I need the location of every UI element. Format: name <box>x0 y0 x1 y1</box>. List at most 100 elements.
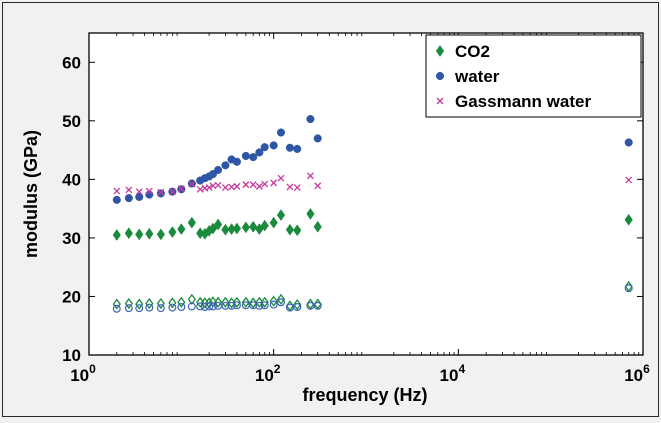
point-gassmann-water <box>205 184 213 192</box>
point-co2 <box>293 224 302 237</box>
point-water <box>241 151 250 160</box>
legend-label: water <box>454 67 500 86</box>
point-series-4 <box>187 293 196 305</box>
point-series-4 <box>145 297 154 310</box>
legend-marker-water <box>435 71 445 81</box>
point-series-5 <box>187 302 196 311</box>
point-series-5 <box>205 302 214 311</box>
point-series-5 <box>168 303 177 312</box>
legend: CO2 water Gassmann water <box>425 34 642 118</box>
point-co2 <box>260 219 269 232</box>
point-water <box>221 161 230 170</box>
point-water <box>269 141 278 150</box>
point-co2 <box>269 216 278 229</box>
point-water <box>156 189 165 198</box>
point-water <box>135 192 144 201</box>
point-series-5 <box>276 298 285 307</box>
y-tick-label: 20 <box>62 287 81 306</box>
y-tick-label: 30 <box>62 229 81 248</box>
point-series-4 <box>249 297 258 309</box>
point-co2 <box>135 228 144 241</box>
point-gassmann-water <box>255 182 263 190</box>
point-water <box>124 194 133 203</box>
point-series-5 <box>124 304 133 313</box>
point-series-4 <box>276 293 286 305</box>
point-co2 <box>276 209 286 222</box>
point-co2 <box>221 223 230 236</box>
point-series-4 <box>213 296 223 308</box>
point-series-5 <box>221 301 230 310</box>
point-water <box>232 157 241 166</box>
legend-marker-co2 <box>435 45 445 57</box>
point-water <box>249 153 258 162</box>
point-co2 <box>177 223 186 236</box>
point-water <box>255 148 264 157</box>
point-water <box>624 138 633 147</box>
point-water <box>306 115 315 124</box>
legend-marker-gassmann-water <box>436 97 444 105</box>
point-series-4 <box>156 297 165 310</box>
point-co2 <box>313 220 322 233</box>
point-series-4 <box>260 296 269 308</box>
point-co2 <box>208 222 218 235</box>
point-series-5 <box>227 301 236 310</box>
point-gassmann-water <box>214 181 222 189</box>
point-gassmann-water <box>233 182 241 190</box>
point-series-5 <box>196 302 205 311</box>
point-gassmann-water <box>306 172 314 180</box>
point-series-5 <box>177 302 186 311</box>
point-gassmann-water <box>168 188 176 196</box>
point-gassmann-water <box>221 184 229 192</box>
point-series-4 <box>255 296 264 308</box>
x-tick-label: 102 <box>255 362 281 385</box>
point-gassmann-water <box>188 180 196 188</box>
point-gassmann-water <box>293 184 301 192</box>
point-co2 <box>306 207 315 220</box>
x-tick-label: 104 <box>440 362 466 385</box>
point-series-5 <box>293 302 302 311</box>
point-water <box>260 143 269 152</box>
point-water <box>276 128 286 137</box>
point-gassmann-water <box>314 182 322 190</box>
point-gassmann-water <box>157 188 165 196</box>
point-co2 <box>124 227 133 240</box>
point-series-5 <box>156 304 165 313</box>
point-series-5 <box>313 301 322 310</box>
point-gassmann-water <box>125 186 133 194</box>
figure-frame: 10 20 30 40 50 60 100 102 104 106 frequency (Hz) … <box>2 2 659 417</box>
y-axis-label: modulus (GPa) <box>21 130 41 258</box>
point-series-4 <box>124 297 133 310</box>
point-co2 <box>187 216 196 229</box>
point-co2 <box>624 213 633 226</box>
point-water <box>285 143 294 152</box>
point-gassmann-water <box>261 180 269 188</box>
point-series-5 <box>255 301 264 310</box>
point-co2 <box>156 228 165 241</box>
y-tick-label: 60 <box>62 53 81 72</box>
point-gassmann-water <box>249 181 257 189</box>
point-co2 <box>232 222 242 235</box>
y-tick-label: 10 <box>62 346 81 365</box>
point-series-5 <box>200 302 209 311</box>
point-co2 <box>213 218 223 231</box>
point-series-5 <box>112 304 121 313</box>
point-series-4 <box>112 298 121 310</box>
point-co2 <box>285 223 295 236</box>
point-series-5 <box>135 304 144 313</box>
legend-label: CO2 <box>455 42 490 61</box>
x-tick-label: 100 <box>70 362 96 385</box>
x-axis-label: frequency (Hz) <box>302 385 427 405</box>
point-water <box>293 144 302 153</box>
data-marks <box>112 115 633 313</box>
point-gassmann-water <box>177 185 185 193</box>
point-series-5 <box>232 301 241 310</box>
legend-label: Gassmann water <box>455 92 591 111</box>
point-series-5 <box>624 284 633 293</box>
point-series-4 <box>241 296 250 308</box>
point-water <box>112 195 121 204</box>
point-gassmann-water <box>277 174 285 182</box>
point-series-4 <box>135 298 144 310</box>
point-gassmann-water <box>135 188 143 196</box>
point-series-4 <box>221 296 230 308</box>
